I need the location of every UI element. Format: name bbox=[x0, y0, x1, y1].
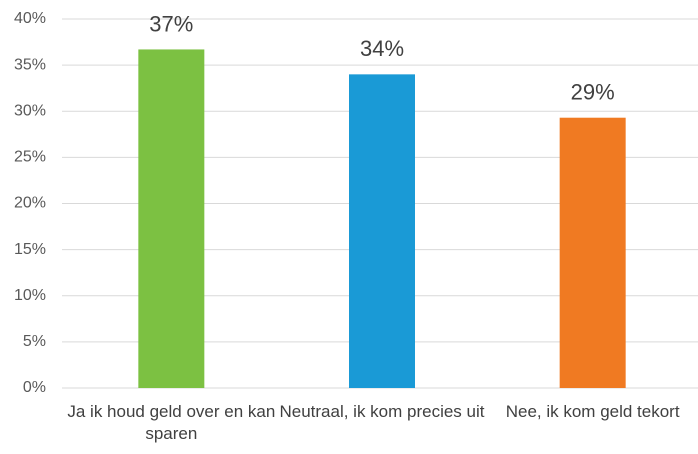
x-tick-label: Neutraal, ik kom precies uit bbox=[279, 402, 485, 421]
bar bbox=[138, 49, 205, 388]
y-tick-label: 35% bbox=[14, 56, 46, 73]
y-tick-label: 20% bbox=[14, 195, 46, 212]
bar bbox=[349, 74, 415, 388]
data-label: 34% bbox=[360, 36, 404, 61]
y-tick-label: 0% bbox=[23, 379, 46, 396]
data-label: 29% bbox=[571, 80, 615, 105]
y-tick-label: 40% bbox=[14, 10, 46, 27]
bar bbox=[559, 117, 626, 389]
x-tick-label: Ja ik houd geld over en kan sparen bbox=[67, 402, 276, 443]
y-tick-label: 5% bbox=[23, 333, 46, 350]
y-tick-label: 15% bbox=[14, 241, 46, 258]
y-tick-label: 10% bbox=[14, 287, 46, 304]
y-tick-label: 25% bbox=[14, 149, 46, 166]
data-label: 37% bbox=[149, 11, 193, 36]
x-tick-label: Nee, ik kom geld tekort bbox=[505, 402, 680, 421]
y-tick-label: 30% bbox=[14, 102, 46, 119]
